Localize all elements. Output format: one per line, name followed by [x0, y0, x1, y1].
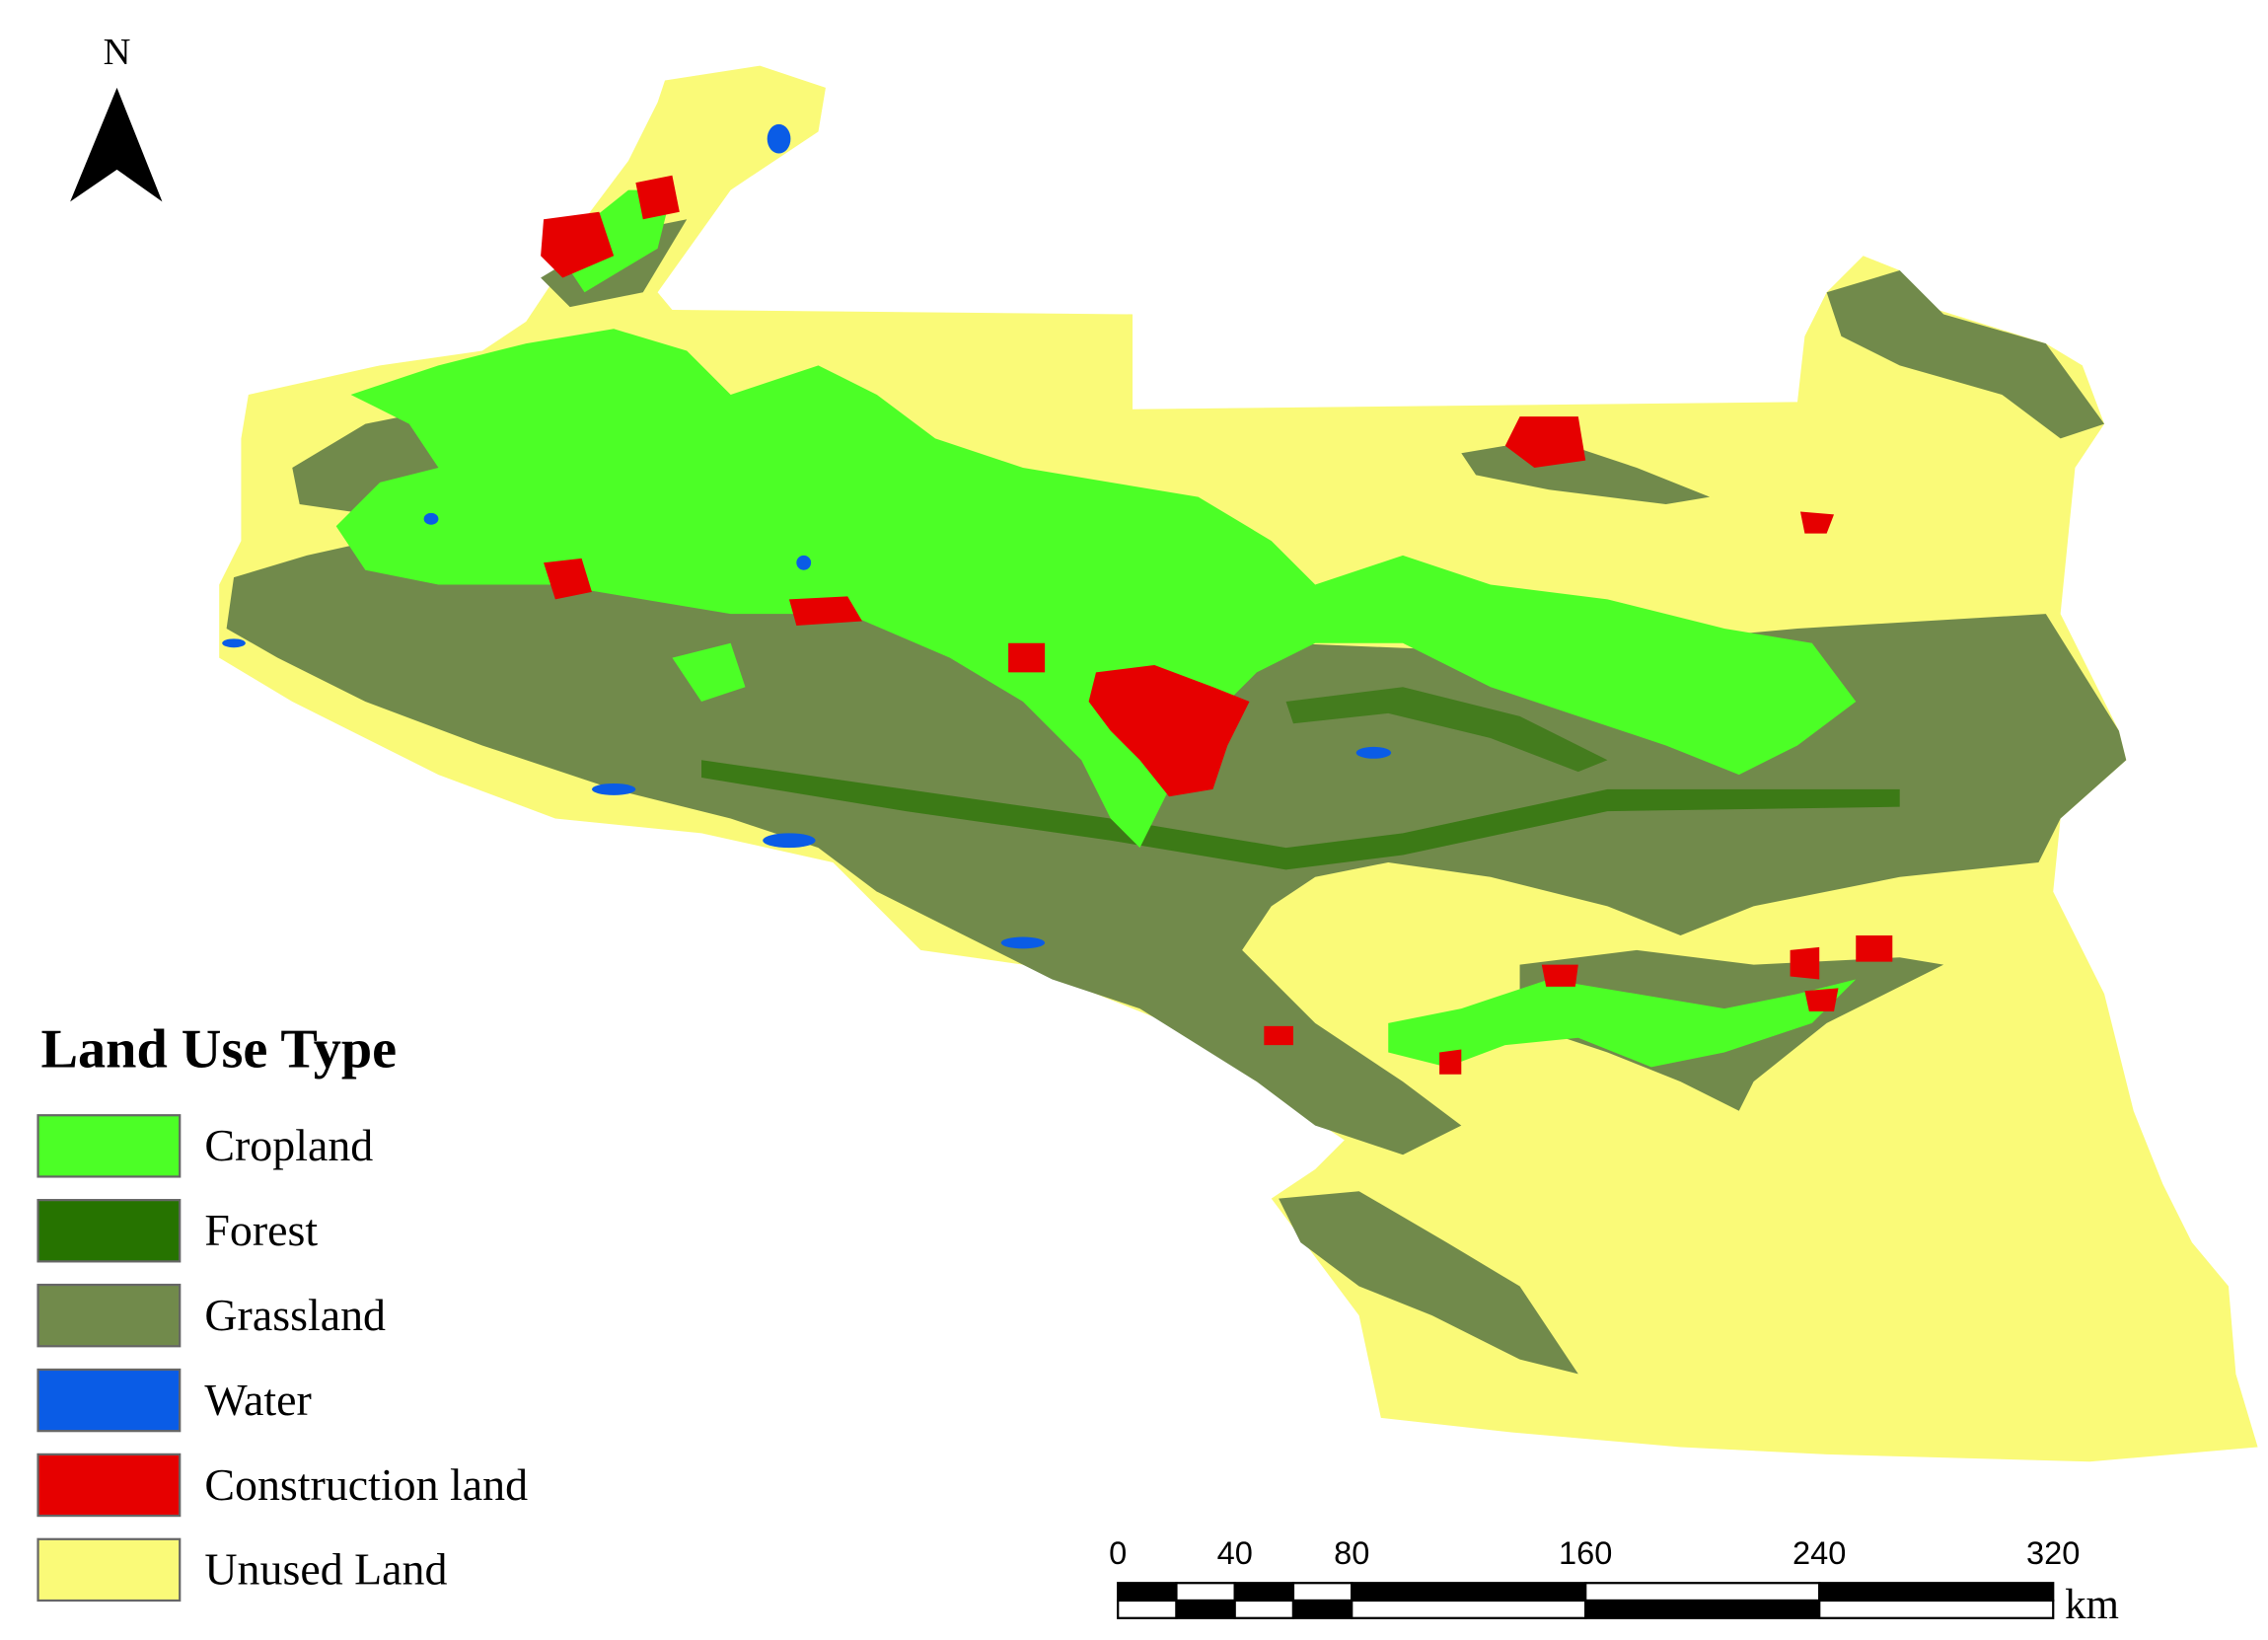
scale-segment	[1584, 1599, 1821, 1619]
legend-label: Cropland	[204, 1120, 373, 1170]
legend-label: Unused Land	[204, 1544, 447, 1595]
legend-swatch	[37, 1453, 182, 1518]
cropland-area	[1388, 979, 1857, 1068]
construction-area	[1088, 664, 1250, 797]
water-body	[1355, 746, 1392, 759]
construction-area	[1799, 511, 1835, 534]
water-body	[1000, 936, 1046, 949]
scale-tick-label: 240	[1792, 1535, 1846, 1571]
legend-swatch	[37, 1537, 182, 1603]
legend-swatch	[37, 1368, 182, 1433]
grassland-area	[1279, 1191, 1578, 1375]
construction-area	[544, 558, 592, 600]
forest-area	[701, 760, 1900, 870]
grassland-area	[1826, 270, 2105, 439]
water-body	[423, 512, 439, 525]
legend-title: Land Use Type	[41, 1018, 398, 1080]
scale-segment	[1818, 1582, 2055, 1603]
legend-swatch	[37, 1114, 182, 1178]
construction-area	[1790, 946, 1820, 980]
scale-segment	[1351, 1599, 1587, 1619]
scale-tick-label: 80	[1334, 1535, 1369, 1571]
legend-swatch	[37, 1199, 182, 1263]
water-body	[763, 833, 816, 849]
construction-area	[1008, 642, 1046, 673]
scale-segment	[1117, 1582, 1178, 1603]
construction-area	[1439, 1049, 1462, 1075]
scale-segment	[1291, 1582, 1353, 1603]
construction-area	[1264, 1025, 1293, 1046]
scale-segment	[1233, 1582, 1295, 1603]
legend-label: Grassland	[204, 1290, 386, 1340]
water-body	[222, 638, 246, 648]
north-label: N	[104, 32, 131, 73]
scale-unit: km	[2065, 1582, 2119, 1628]
construction-area	[1856, 935, 1893, 962]
north-arrow	[70, 87, 163, 202]
scale-tick-label: 40	[1217, 1535, 1253, 1571]
construction-area	[1504, 416, 1586, 469]
cropland-area	[672, 642, 746, 703]
scale-segment	[1584, 1582, 1821, 1603]
forest-area	[1285, 687, 1608, 773]
water-body	[591, 783, 636, 795]
scale-tick-label: 0	[1109, 1535, 1127, 1571]
legend-label: Water	[204, 1375, 311, 1425]
water-body	[767, 123, 791, 154]
scale-tick-label: 160	[1559, 1535, 1612, 1571]
scale-tick-label: 320	[2026, 1535, 2080, 1571]
construction-area	[1541, 964, 1578, 987]
construction-area	[635, 175, 680, 220]
scale-segment	[1233, 1599, 1295, 1619]
legend-label: Forest	[204, 1205, 318, 1255]
construction-area	[541, 211, 615, 278]
construction-area	[788, 596, 862, 626]
legend-label: Construction land	[204, 1459, 528, 1510]
scale-segment	[1351, 1582, 1587, 1603]
scale-segment	[1175, 1582, 1236, 1603]
scale-bar: 0 40 80 160 240 320 km	[1109, 1535, 2119, 1628]
cropland-area	[335, 329, 1857, 849]
scale-segment	[1291, 1599, 1353, 1619]
scale-segment	[1117, 1599, 1178, 1619]
scale-segment	[1175, 1599, 1236, 1619]
water-body	[796, 555, 812, 570]
construction-area	[1804, 988, 1839, 1012]
scale-segment	[1818, 1599, 2055, 1619]
legend-swatch	[37, 1283, 182, 1348]
legend: Cropland Forest Grassland Water Construction…	[37, 1114, 528, 1603]
